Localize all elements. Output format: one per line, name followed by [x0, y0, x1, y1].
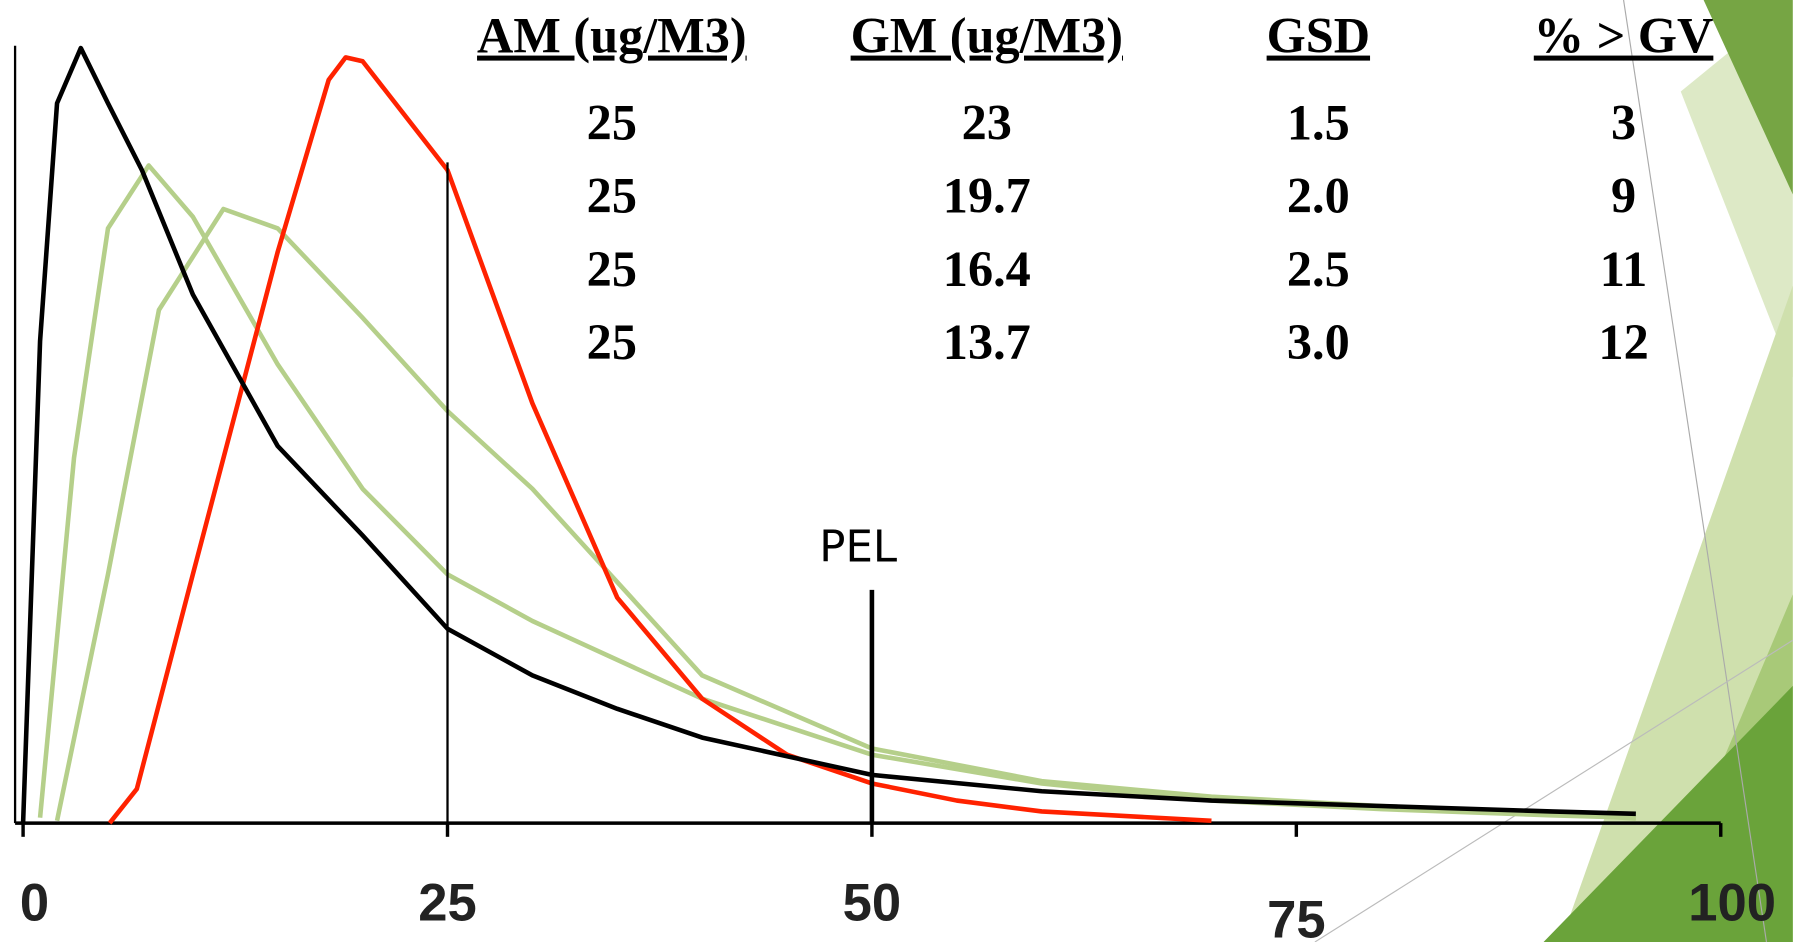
table-cell: 25	[587, 241, 637, 297]
table-header: % > GV	[1534, 8, 1714, 64]
table-cell: 3	[1611, 94, 1636, 150]
decoration	[1314, 0, 1793, 942]
table-header: GM (ug/M3)	[851, 8, 1123, 64]
line-series	[107, 55, 1212, 825]
table-cell: 12	[1598, 314, 1648, 370]
table-cell: 25	[587, 94, 637, 150]
plot: 0 25 50 75 100 PEL AM (ug/M3) GM (ug/M3) GSD % > …	[13, 8, 1776, 942]
table-cell: 1.5	[1287, 94, 1350, 150]
table-cell: 23	[962, 94, 1012, 150]
table-cell: 25	[587, 168, 637, 224]
deco-triangle	[1703, 0, 1793, 195]
table-cell: 25	[587, 314, 637, 370]
x-tick-label: 75	[1267, 890, 1325, 942]
table-header: AM (ug/M3)	[477, 8, 747, 64]
x-tick-label: 50	[843, 873, 901, 932]
table-cell: 11	[1600, 241, 1648, 297]
line-series	[37, 163, 1636, 820]
line-series	[20, 45, 1636, 824]
table-cell: 19.7	[943, 168, 1031, 224]
line-series	[54, 206, 1636, 822]
table-cell: 13.7	[943, 314, 1031, 370]
deco-line	[1623, 0, 1768, 942]
table-cell: 2.0	[1287, 168, 1350, 224]
reference-label: PEL	[819, 522, 897, 572]
x-tick-label: 25	[418, 873, 476, 932]
table-cell: 9	[1611, 168, 1636, 224]
table-cell: 16.4	[943, 241, 1031, 297]
table-cell: 3.0	[1287, 314, 1350, 370]
x-tick-label: 0	[20, 873, 49, 932]
table-header: GSD	[1267, 8, 1370, 64]
deco-line	[1314, 639, 1793, 942]
table-cell: 2.5	[1287, 241, 1350, 297]
x-tick-label: 100	[1688, 873, 1776, 932]
